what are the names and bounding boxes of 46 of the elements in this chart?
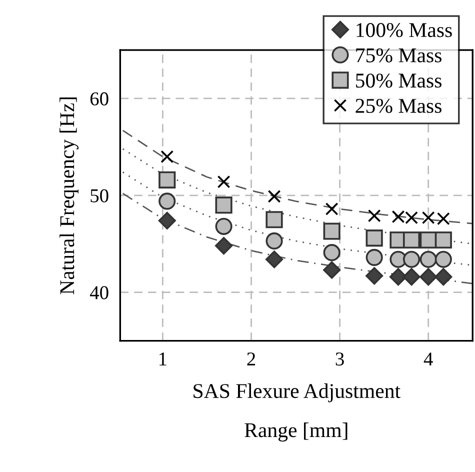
point bbox=[266, 211, 283, 228]
line-series bbox=[122, 130, 473, 224]
point bbox=[160, 150, 174, 164]
y-tick-label: 40 bbox=[90, 286, 108, 300]
point bbox=[158, 171, 176, 188]
point bbox=[268, 190, 281, 203]
point bbox=[215, 237, 233, 255]
point bbox=[366, 267, 384, 285]
point bbox=[215, 218, 232, 235]
point bbox=[402, 231, 420, 249]
point bbox=[215, 196, 232, 214]
point bbox=[368, 209, 381, 222]
x-tick-label: 1 bbox=[160, 352, 166, 366]
point bbox=[266, 250, 284, 268]
point bbox=[434, 268, 452, 286]
y-tick-label: 60 bbox=[90, 92, 108, 106]
legend-label: 25% Mass bbox=[356, 98, 442, 113]
point bbox=[366, 248, 383, 266]
point bbox=[158, 192, 176, 210]
point bbox=[217, 175, 230, 188]
x-tick-label: 3 bbox=[336, 352, 344, 366]
point bbox=[422, 211, 435, 224]
point bbox=[402, 268, 420, 286]
legend-label: 50% Mass bbox=[356, 74, 442, 88]
point bbox=[434, 250, 452, 268]
y-tick-label: 50 bbox=[90, 189, 108, 202]
point bbox=[323, 244, 340, 262]
point bbox=[323, 261, 341, 279]
line-series bbox=[122, 192, 473, 284]
x-tick-label: 4 bbox=[424, 352, 433, 366]
point bbox=[266, 232, 283, 250]
x-tick-label: 2 bbox=[247, 352, 256, 366]
point bbox=[366, 230, 383, 247]
legend-label: 100% Mass bbox=[356, 23, 452, 38]
point bbox=[323, 222, 340, 240]
point bbox=[402, 250, 420, 268]
point bbox=[389, 268, 407, 286]
point bbox=[158, 212, 176, 230]
x-axis-title: SAS Flexure Adjustment Range [mm] bbox=[194, 383, 400, 442]
point bbox=[436, 212, 450, 226]
legend-label: 75% Mass bbox=[356, 48, 442, 62]
point bbox=[420, 250, 437, 268]
point bbox=[434, 231, 452, 249]
point bbox=[420, 268, 438, 286]
point bbox=[325, 202, 338, 216]
y-axis-title: Natural Frequency [Hz] bbox=[60, 97, 79, 294]
